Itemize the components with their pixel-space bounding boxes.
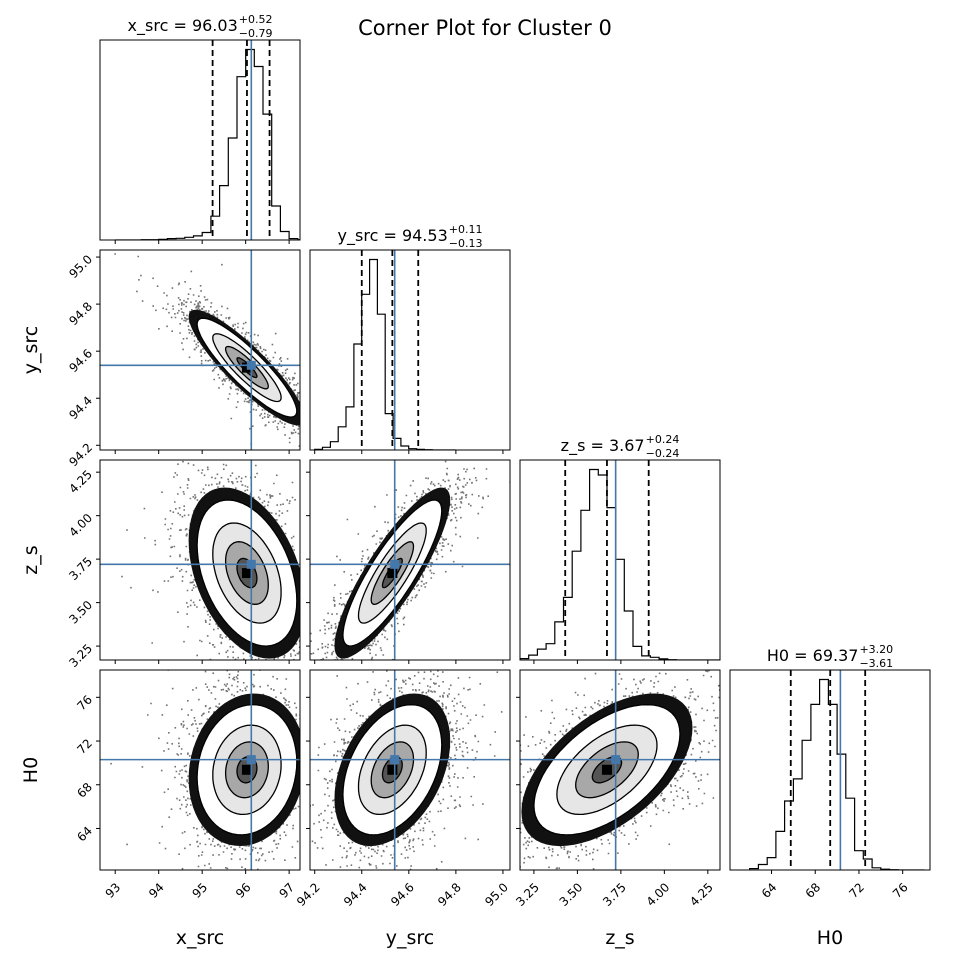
hist-panel-y_src: y_src = 94.53 +0.11−0.13 (309, 223, 511, 451)
pair-clip-z_s-y_src (310, 460, 510, 660)
x-axis-label-y_src: y_src (386, 927, 434, 949)
density-peak-H0-x_src (241, 764, 252, 775)
hist-title-plus-y_src: +0.11 (449, 223, 483, 236)
hist-title-minus-y_src: −0.13 (449, 237, 483, 250)
pair-clip-H0-y_src (310, 670, 510, 870)
contour-1-z_s-x_src (212, 522, 282, 624)
hist-title-plus-z_s: +0.24 (646, 433, 680, 446)
contour-0-z_s-y_src (342, 499, 443, 647)
density-peak-z_s-y_src (387, 568, 398, 579)
hist-panel-z_s: z_s = 3.67 +0.24−0.24 (519, 433, 721, 661)
pair-clip-H0-x_src (100, 670, 300, 870)
density-peak-H0-z_s (601, 764, 612, 775)
pair-panel-H0-vs-z_s (519, 669, 721, 871)
contour-2-z_s-x_src (224, 541, 269, 605)
contour-0-H0-z_s (533, 704, 681, 836)
hist-title-y_src: y_src = 94.53 +0.11−0.13 (338, 223, 483, 250)
hist-title-minus-x_src: −0.79 (239, 27, 273, 40)
hist-title-minus-H0: −3.61 (859, 657, 893, 670)
hist-title-plus-x_src: +0.52 (239, 13, 273, 26)
pair-panel-H0-vs-y_src (309, 669, 511, 871)
truth-marker-H0-z_s (611, 755, 621, 765)
hist-title-main-H0: H0 = 69.37 (767, 646, 859, 665)
hist-frame-x_src (99, 39, 301, 241)
pair-clip-y_src-x_src (100, 250, 300, 450)
contour-0-H0-y_src (342, 704, 443, 836)
hist-frame-y_src (309, 249, 511, 451)
hist-frame-z_s (519, 459, 721, 661)
panels-layer: x_src = 96.03 +0.52−0.79 y_src = 94.53 +0.1… (20, 13, 931, 949)
contour-2-H0-y_src (370, 741, 415, 799)
contour-1-z_s-y_src (357, 522, 427, 624)
hist-title-main-y_src: y_src = 94.53 (338, 226, 448, 246)
contour-2-y_src-x_src (224, 345, 269, 390)
hist-panel-x_src: x_src = 96.03 +0.52−0.79 (99, 13, 301, 241)
contour-0-z_s-x_src (196, 499, 298, 647)
contour-0-y_src-x_src (196, 317, 298, 418)
hist-line-y_src (314, 258, 456, 450)
pair-frame-y_src-x_src (99, 249, 301, 451)
pair-frame-H0-y_src (309, 669, 511, 871)
hist-title-H0: H0 = 69.37 +3.20−3.61 (767, 643, 893, 670)
x-axis-label-H0: H0 (817, 927, 843, 949)
hist-clip-H0 (749, 670, 925, 870)
truth-marker-H0-y_src (390, 755, 400, 765)
hist-title-main-z_s: z_s = 3.67 (561, 436, 645, 456)
pair-frame-H0-x_src (99, 669, 301, 871)
pair-panel-z_s-vs-x_src (99, 459, 301, 661)
density-peak-z_s-x_src (241, 568, 252, 579)
truth-marker-z_s-y_src (390, 559, 400, 569)
pair-clip-z_s-x_src (100, 460, 300, 660)
figure-title: Corner Plot for Cluster 0 (358, 16, 612, 40)
hist-line-H0 (749, 678, 925, 870)
hist-panel-H0: H0 = 69.37 +3.20−3.61 (729, 643, 931, 871)
y-axis-label-H0: H0 (20, 757, 42, 783)
truth-marker-H0-x_src (246, 755, 256, 765)
hist-title-plus-H0: +3.20 (859, 643, 893, 656)
hist-frame-H0 (729, 669, 931, 871)
hist-title-x_src: x_src = 96.03 +0.52−0.79 (128, 13, 273, 40)
pair-frame-H0-z_s (519, 669, 721, 871)
hist-title-z_s: z_s = 3.67 +0.24−0.24 (561, 433, 680, 460)
pair-frame-z_s-y_src (309, 459, 511, 661)
contour-1-y_src-x_src (212, 333, 282, 403)
pair-frame-z_s-x_src (99, 459, 301, 661)
hist-title-minus-z_s: −0.24 (646, 447, 680, 460)
density-peak-H0-y_src (387, 764, 398, 775)
y-axis-label-y_src: y_src (20, 326, 42, 374)
pair-panel-y_src-vs-x_src (99, 249, 301, 451)
contour-2-H0-x_src (224, 741, 269, 799)
hist-title-main-x_src: x_src = 96.03 (128, 16, 238, 36)
pair-clip-H0-z_s (520, 670, 720, 870)
hist-clip-y_src (314, 250, 456, 450)
contour-1-H0-z_s (556, 724, 658, 816)
contour-1-H0-x_src (212, 724, 282, 816)
truth-marker-z_s-x_src (246, 559, 256, 569)
hist-line-x_src (115, 48, 300, 240)
x-axis-label-x_src: x_src (176, 927, 224, 949)
contour-2-z_s-y_src (370, 541, 415, 605)
contour-2-H0-z_s (575, 741, 639, 799)
pair-panel-H0-vs-x_src (99, 669, 301, 871)
truth-marker-y_src-x_src (246, 360, 256, 370)
hist-clip-x_src (115, 40, 300, 240)
pair-panel-z_s-vs-y_src (309, 459, 511, 661)
y-axis-label-z_s: z_s (20, 545, 42, 574)
x-axis-label-z_s: z_s (605, 927, 634, 949)
contour-1-H0-y_src (357, 724, 427, 816)
contour-0-H0-x_src (196, 704, 298, 836)
